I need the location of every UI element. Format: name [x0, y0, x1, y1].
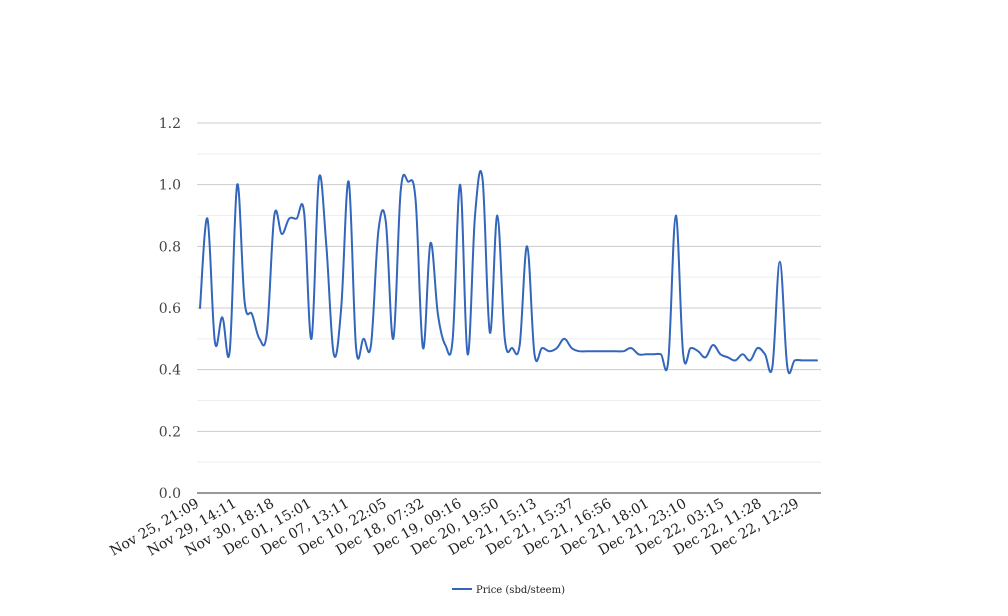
- legend-label: Price (sbd/steem): [476, 585, 565, 596]
- y-tick-label: 0.4: [159, 363, 181, 379]
- y-tick-label: 0.0: [159, 486, 181, 502]
- legend: Price (sbd/steem): [452, 585, 565, 596]
- series-layer: [199, 170, 818, 375]
- y-tick-label: 1.2: [159, 116, 181, 132]
- y-tick-label: 1.0: [159, 178, 181, 194]
- y-tick-label: 0.2: [159, 424, 181, 440]
- y-axis: 0.0 0.2 0.4 0.6 0.8 1.0 1.2: [159, 116, 181, 502]
- y-tick-label: 0.6: [159, 301, 181, 317]
- series-line-price: [199, 170, 818, 375]
- grid: [197, 122, 821, 463]
- y-tick-label: 0.8: [159, 239, 181, 255]
